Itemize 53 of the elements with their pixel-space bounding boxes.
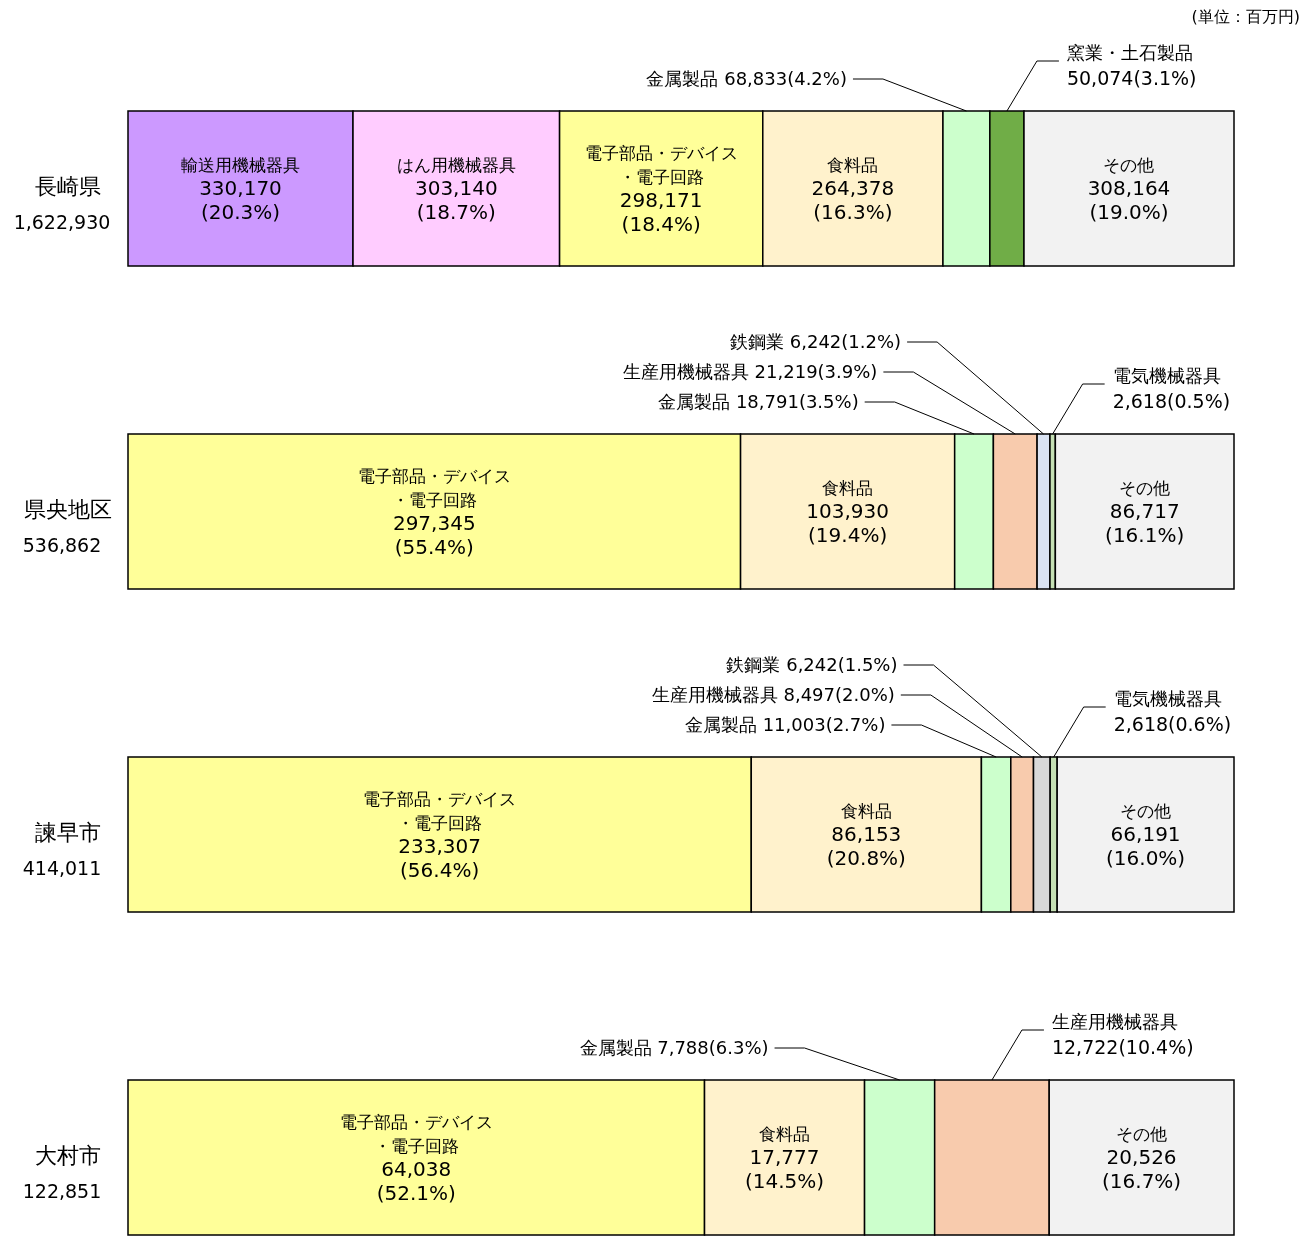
series-label: 電子部品・デバイス・電子回路 <box>357 465 511 510</box>
data-label: 297,345(55.4%) <box>392 510 476 559</box>
series-label: はん用機械器具 <box>396 154 516 175</box>
text: 鉄鋼業 6,242(1.5%) <box>726 654 898 675</box>
series-label: 輸送用機械器具 <box>181 154 300 175</box>
series-label: 食料品 <box>827 154 879 175</box>
text: 生産用機械器具 21,219(3.9%) <box>622 361 878 382</box>
data-label: 2,618(0.6%) <box>1113 713 1232 735</box>
data-label: 308,164(19.0%) <box>1087 175 1171 224</box>
text: 電気機械器具 <box>1112 365 1221 386</box>
data-label: 298,171(18.4%) <box>619 187 703 236</box>
series-label: その他 <box>1119 477 1171 498</box>
data-label: 264,378(16.3%) <box>811 175 895 224</box>
data-label: 17,777(14.5%) <box>744 1144 825 1193</box>
series-label: 食料品 <box>759 1123 811 1144</box>
series-label: 電子部品・デバイス・電子回路 <box>584 142 738 187</box>
text: 金属製品 18,791(3.5%) <box>658 391 859 412</box>
series-label: 食料品 <box>840 800 892 821</box>
data-label: 50,074(3.1%) <box>1066 67 1197 89</box>
data-label: 86,153(20.8%) <box>826 821 906 870</box>
data-label: 66,191(16.0%) <box>1106 821 1186 870</box>
data-label: 20,526(16.7%) <box>1102 1144 1182 1193</box>
y-tick-label: 長崎県 <box>35 174 101 199</box>
data-label: 2,618(0.5%) <box>1112 390 1231 412</box>
series-label: その他 <box>1103 154 1155 175</box>
series-label: その他 <box>1120 800 1172 821</box>
text: 金属製品 7,788(6.3%) <box>579 1037 769 1058</box>
series-label: 電子部品・デバイス・電子回路 <box>339 1111 493 1156</box>
data-label: 233,307(56.4%) <box>398 833 481 882</box>
total-label: 1,622,930 <box>13 211 111 233</box>
y-tick-label: 大村市 <box>35 1143 101 1168</box>
y-tick-label: 諫早市 <box>35 820 101 845</box>
text: 生産用機械器具 <box>1051 1011 1178 1032</box>
text: 金属製品 11,003(2.7%) <box>684 714 886 735</box>
text: 金属製品 68,833(4.2%) <box>646 68 847 89</box>
total-label: 122,851 <box>22 1180 102 1202</box>
text: (単位：百万円) <box>1191 7 1300 26</box>
total-label: 536,862 <box>22 534 102 556</box>
data-label: 12,722(10.4%) <box>1051 1036 1194 1058</box>
text: 窯業・土石製品 <box>1066 42 1193 63</box>
text: 鉄鋼業 6,242(1.2%) <box>730 331 902 352</box>
series-label: 電子部品・デバイス・電子回路 <box>363 788 517 833</box>
text: 生産用機械器具 8,497(2.0%) <box>651 684 895 705</box>
series-label: その他 <box>1116 1123 1168 1144</box>
data-label: 103,930(19.4%) <box>806 498 889 547</box>
text: 電気機械器具 <box>1113 688 1222 709</box>
series-label: 食料品 <box>822 477 874 498</box>
total-label: 414,011 <box>22 857 102 879</box>
data-label: 303,140(18.7%) <box>414 175 498 224</box>
data-label: 86,717(16.1%) <box>1105 498 1185 547</box>
data-label: 330,170(20.3%) <box>199 175 282 224</box>
y-tick-label: 県央地区 <box>24 497 112 522</box>
data-label: 64,038(52.1%) <box>376 1156 456 1205</box>
